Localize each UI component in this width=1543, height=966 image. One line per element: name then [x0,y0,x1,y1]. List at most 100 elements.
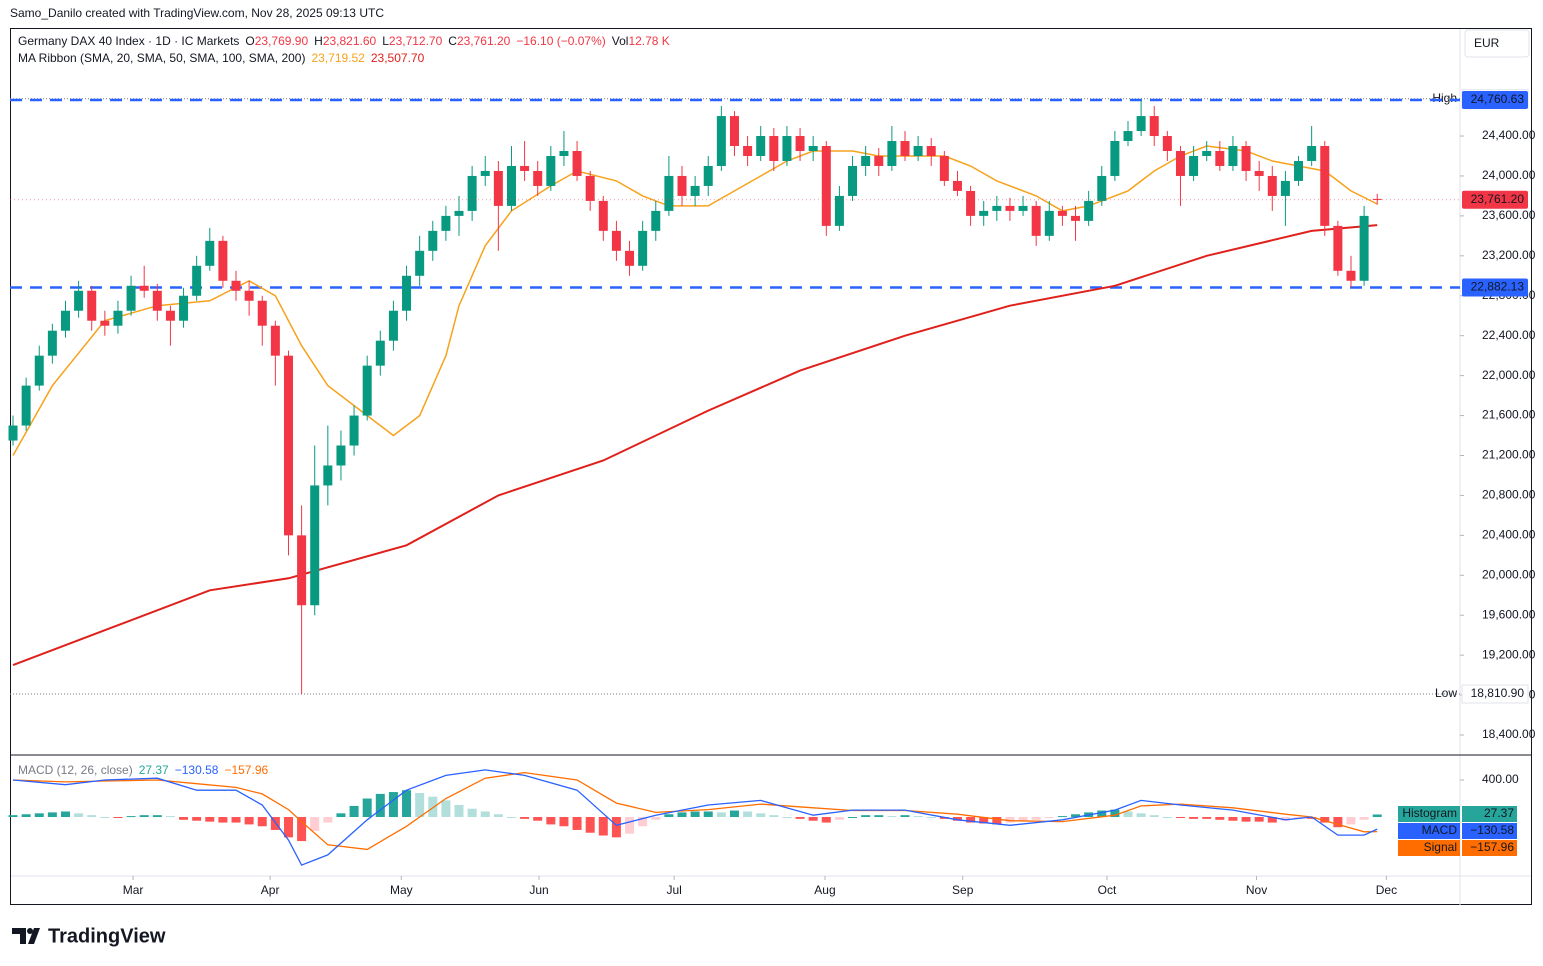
candle-body [1280,180,1290,196]
candle-body [874,155,884,166]
candle-body [270,325,280,356]
x-tick-label: Mar [123,883,144,897]
candle-body [795,136,805,151]
candle-body [769,136,779,161]
candle-body [1215,150,1225,166]
candle-body [218,240,228,281]
candle-body [834,195,844,226]
candle-body [139,285,149,291]
candle-body [480,170,490,176]
candle-body [113,310,123,326]
candle-body [362,365,372,416]
ma-legend: MA Ribbon (SMA, 20, SMA, 50, SMA, 100, S… [18,51,425,65]
brand-logo [12,928,40,944]
candle-body [952,180,962,191]
candle-body [966,190,976,216]
candle-body [493,170,503,206]
credit: Samo_Danilo created with TradingView.com… [10,6,384,20]
chart-frame [10,28,1532,905]
candle-body [336,445,346,466]
volume-value: 12.78 K [628,34,669,48]
histogram-bar [375,793,385,818]
candle-body [441,215,451,231]
candle-body [388,310,398,341]
histogram-bar [887,816,897,818]
x-tick-label: May [390,883,413,897]
candle-body [913,146,923,156]
x-tick-label: Sep [952,883,974,897]
candle-body [625,250,635,266]
histogram-bar [1123,811,1133,818]
histogram-bar [21,814,31,818]
histogram-bar [323,817,333,823]
histogram-bar [152,815,162,818]
x-tick-label: Nov [1246,883,1267,897]
moving-average [12,145,1378,456]
histogram-bar [192,817,202,821]
macd-tag-name-bg [1398,806,1460,822]
candle-body [756,136,766,156]
candle-body [743,146,753,156]
y-tick-label: 20,800.00 [1482,488,1536,502]
histogram-bar [533,817,543,821]
candle-body [1110,141,1120,176]
candle-body [87,290,97,321]
candle-body [179,295,189,321]
macd-tag-value: 27.37 [1484,806,1514,820]
candle-body [1267,175,1277,196]
candle-body [244,290,254,301]
histogram-bar [913,816,923,818]
histogram-bar [769,815,779,818]
currency-button[interactable] [1464,29,1530,58]
histogram-bar [113,817,123,819]
histogram-bar [336,813,346,818]
macd-value: −157.96 [224,763,268,777]
candle-body [34,355,44,386]
level-tag-label: 24,760.63 [1471,92,1525,106]
ma-value: 23,719.52 [311,51,365,65]
macd-tag-name: MACD [1422,823,1458,837]
histogram-bar [651,817,661,820]
candle-body [611,230,621,251]
signal-line [12,771,1378,851]
histogram-bar [834,817,844,820]
y-tick-label: 23,200.00 [1482,248,1536,262]
last-price-tag [1462,190,1528,209]
histogram-bar [756,813,766,818]
brand: TradingView [48,925,166,947]
candle-body [1149,116,1159,137]
x-tick-label: Dec [1376,883,1397,897]
macd-tag-name-bg [1398,823,1460,839]
histogram-bar [1189,817,1199,819]
low-tag [1461,684,1529,704]
last-price-label: 23,761.20 [1471,192,1525,206]
quote-value: 23,821.60 [323,34,377,48]
y-tick-label: 20,400.00 [1482,528,1536,542]
candle-body [192,265,202,296]
candle-body [729,116,739,147]
candle-body [165,310,175,321]
macd-title: MACD (12, 26, close) [18,763,133,777]
histogram-bar [87,815,97,818]
macd-value: −130.58 [175,763,219,777]
histogram-bar [1162,817,1172,819]
candle-body [1202,150,1212,156]
candle-body [1241,146,1251,171]
histogram-bar [1071,814,1081,818]
candle-body [992,205,1002,211]
histogram-bar [74,813,84,818]
candle-body [559,150,569,156]
histogram-bar [402,790,412,818]
candle-body [1136,116,1146,132]
histogram-bar [952,817,962,821]
candle-body [1071,215,1081,221]
histogram-bar [729,810,739,818]
candle-body [926,146,936,156]
histogram-bar [428,796,438,818]
candle-body [520,165,530,171]
y-tick-label: 21,200.00 [1482,448,1536,462]
candle-body [585,175,595,201]
y-tick-label: 24,000.00 [1482,168,1536,182]
